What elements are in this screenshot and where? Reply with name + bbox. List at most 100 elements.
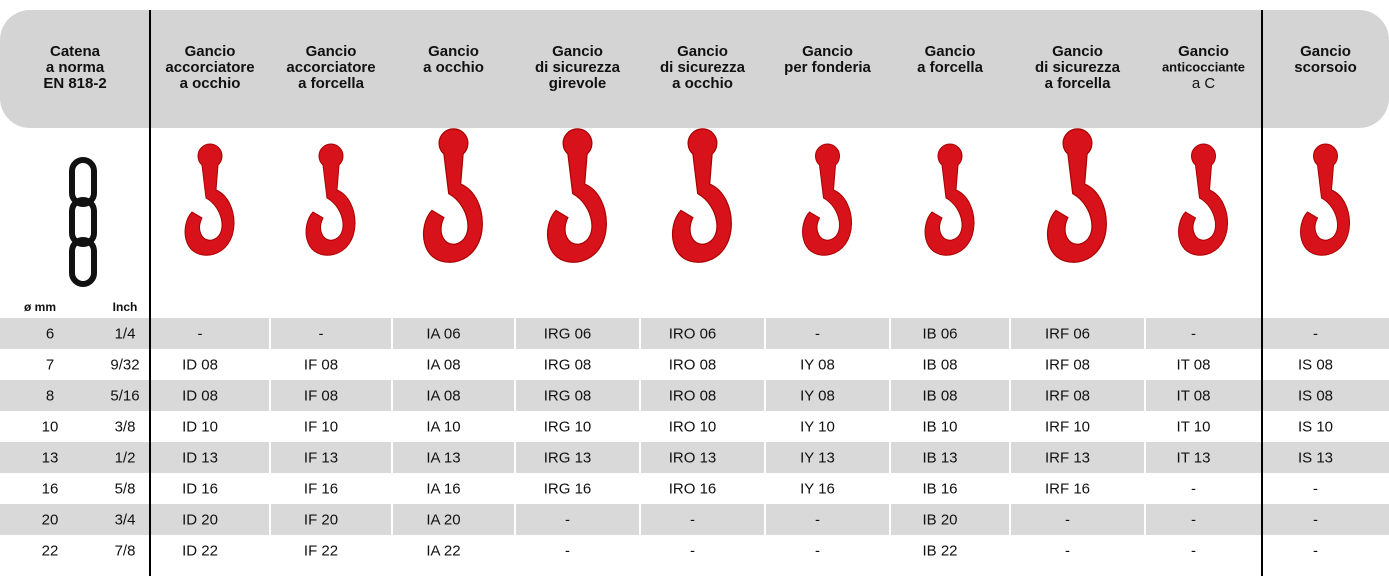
column-header: a occhio bbox=[672, 75, 733, 92]
table-cell: IF 10 bbox=[304, 418, 338, 435]
table-cell: - bbox=[198, 325, 203, 342]
column-header: a forcella bbox=[1045, 75, 1112, 92]
table-cell: ID 10 bbox=[182, 418, 218, 435]
table-cell: - bbox=[1191, 542, 1196, 559]
hook-shape bbox=[184, 143, 235, 256]
hook-icon bbox=[1047, 128, 1107, 263]
table-cell: - bbox=[1191, 480, 1196, 497]
table-cell: IRO 08 bbox=[669, 356, 717, 373]
table-cell: IB 16 bbox=[922, 480, 957, 497]
column-header: a occhio bbox=[423, 59, 484, 76]
table-cell: IF 08 bbox=[304, 356, 338, 373]
column-header: Catena bbox=[50, 43, 101, 60]
table-cell: IT 10 bbox=[1177, 418, 1211, 435]
table-cell: IT 08 bbox=[1177, 356, 1211, 373]
table-cell: IY 10 bbox=[800, 418, 835, 435]
row-background bbox=[0, 504, 1389, 535]
table-cell: - bbox=[1191, 325, 1196, 342]
table-cell: 20 bbox=[42, 511, 59, 528]
table-cell: IRF 08 bbox=[1045, 387, 1090, 404]
table-cell: 5/8 bbox=[115, 480, 136, 497]
table-cell: IA 08 bbox=[426, 356, 460, 373]
hook-shape bbox=[924, 143, 975, 256]
table-cell: IRG 08 bbox=[544, 356, 592, 373]
table-cell: IRO 10 bbox=[669, 418, 717, 435]
table-cell: IRO 16 bbox=[669, 480, 717, 497]
row-background bbox=[0, 349, 1389, 380]
row-background bbox=[0, 318, 1389, 349]
table-cell: - bbox=[815, 511, 820, 528]
table-cell: IRF 10 bbox=[1045, 418, 1090, 435]
column-header: Gancio bbox=[552, 43, 603, 60]
table-cell: IB 20 bbox=[922, 511, 957, 528]
table-cell: IY 08 bbox=[800, 387, 835, 404]
table-cell: 8 bbox=[46, 387, 54, 404]
table-cell: IY 08 bbox=[800, 356, 835, 373]
row-background bbox=[0, 535, 1389, 566]
table-cell: ID 16 bbox=[182, 480, 218, 497]
column-header: a C bbox=[1192, 75, 1216, 92]
row-background bbox=[0, 380, 1389, 411]
table-cell: IA 22 bbox=[426, 542, 460, 559]
column-header: Gancio bbox=[925, 43, 976, 60]
hook-shape bbox=[802, 143, 852, 256]
table-cell: 6 bbox=[46, 325, 54, 342]
hook-icon bbox=[423, 128, 483, 263]
table-cell: IRF 13 bbox=[1045, 449, 1090, 466]
table-cell: ID 22 bbox=[182, 542, 218, 559]
table-cell: IA 10 bbox=[426, 418, 460, 435]
table-cell: 3/8 bbox=[115, 418, 136, 435]
hook-icon bbox=[1178, 143, 1228, 256]
column-header: Gancio bbox=[677, 43, 728, 60]
table-cell: - bbox=[1313, 542, 1318, 559]
table-cell: IY 16 bbox=[800, 480, 835, 497]
column-header: Gancio bbox=[428, 43, 479, 60]
sub-header: Inch bbox=[113, 300, 138, 314]
table-cell: ID 13 bbox=[182, 449, 218, 466]
table-cell: IB 13 bbox=[922, 449, 957, 466]
header-background bbox=[0, 10, 1389, 128]
column-header: EN 818-2 bbox=[43, 75, 106, 92]
table-cell: - bbox=[565, 511, 570, 528]
column-header: di sicurezza bbox=[535, 59, 621, 76]
table-cell: IF 20 bbox=[304, 511, 338, 528]
table-cell: IRG 16 bbox=[544, 480, 592, 497]
table-cell: IA 16 bbox=[426, 480, 460, 497]
hook-shape bbox=[1047, 128, 1107, 263]
table-cell: IF 13 bbox=[304, 449, 338, 466]
table-cell: - bbox=[690, 542, 695, 559]
table-cell: IB 08 bbox=[922, 356, 957, 373]
table-cell: IA 08 bbox=[426, 387, 460, 404]
table-cell: IT 08 bbox=[1177, 387, 1211, 404]
table-cell: ID 20 bbox=[182, 511, 218, 528]
table-cell: IY 13 bbox=[800, 449, 835, 466]
table-cell: IS 08 bbox=[1298, 387, 1333, 404]
table-cell: IB 08 bbox=[922, 387, 957, 404]
hook-icon bbox=[924, 143, 975, 256]
table-cell: - bbox=[1065, 511, 1070, 528]
table-cell: IRG 13 bbox=[544, 449, 592, 466]
table-cell: 13 bbox=[42, 449, 59, 466]
column-header: Gancio bbox=[802, 43, 853, 60]
table-cell: - bbox=[815, 325, 820, 342]
chain-link bbox=[69, 157, 97, 207]
row-background bbox=[0, 473, 1389, 504]
table-cell: IRF 08 bbox=[1045, 356, 1090, 373]
table-cell: - bbox=[690, 511, 695, 528]
table-cell: - bbox=[1065, 542, 1070, 559]
table-cell: IF 16 bbox=[304, 480, 338, 497]
table-cell: IS 10 bbox=[1298, 418, 1333, 435]
table-cell: IA 20 bbox=[426, 511, 460, 528]
table-cell: IRO 08 bbox=[669, 387, 717, 404]
table-cell: IB 06 bbox=[922, 325, 957, 342]
hook-icon bbox=[672, 128, 732, 263]
column-header: Gancio bbox=[1052, 43, 1103, 60]
hook-shape bbox=[672, 128, 732, 263]
table-cell: IRG 08 bbox=[544, 387, 592, 404]
table-cell: - bbox=[1313, 511, 1318, 528]
table-cell: - bbox=[815, 542, 820, 559]
hook-shape bbox=[1300, 143, 1350, 256]
column-header: a forcella bbox=[298, 75, 365, 92]
row-background bbox=[0, 442, 1389, 473]
